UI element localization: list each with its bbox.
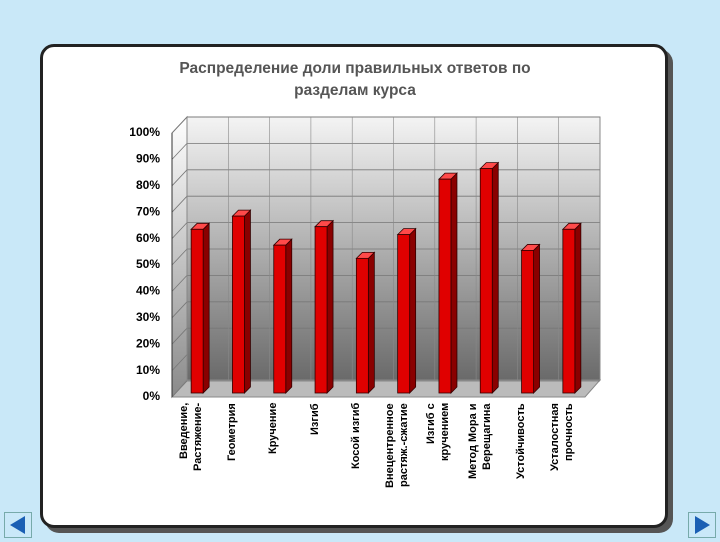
x-tick-label: Изгиб с кручением xyxy=(425,403,452,462)
y-tick-label: 10% xyxy=(136,363,160,377)
x-tick-label: Изгиб xyxy=(308,403,321,435)
bar-side xyxy=(326,219,334,394)
bar xyxy=(562,228,576,394)
bar xyxy=(438,178,452,394)
x-tick-label: Усталостная прочность xyxy=(549,403,576,471)
bar-side xyxy=(285,238,293,394)
bar xyxy=(397,234,411,394)
bar-side xyxy=(244,209,251,394)
chart-title: Распределение доли правильных ответов по… xyxy=(179,60,531,99)
y-tick-label: 90% xyxy=(136,152,160,166)
x-tick-label: Метод Мора и Верещагина xyxy=(466,403,493,479)
y-tick-label: 60% xyxy=(136,231,160,245)
bar xyxy=(232,215,245,394)
y-tick-label: 20% xyxy=(136,336,160,350)
bar-side xyxy=(409,227,417,394)
bar-side xyxy=(533,243,540,394)
x-tick-label: Кручение xyxy=(267,403,280,455)
prev-button[interactable] xyxy=(4,512,32,538)
bar-side xyxy=(491,161,499,394)
y-tick-label: 50% xyxy=(136,257,160,271)
bar-side xyxy=(367,251,375,394)
x-tick-label: Косой изгиб xyxy=(349,403,362,470)
x-tick-label: Геометрия xyxy=(225,403,238,461)
bar xyxy=(355,257,369,394)
y-tick-label: 80% xyxy=(136,178,160,192)
bar-side xyxy=(202,222,210,394)
bar xyxy=(273,244,287,394)
y-tick-label: 0% xyxy=(143,389,161,403)
y-tick-label: 100% xyxy=(129,125,160,139)
y-tick-label: 30% xyxy=(136,310,160,324)
next-button[interactable] xyxy=(688,512,716,538)
bar-side xyxy=(574,222,582,394)
x-tick-label: Внецентренное растяж.-сжатие xyxy=(384,403,411,488)
x-tick-label: Введение, Растяжение- xyxy=(177,403,204,472)
bar xyxy=(190,228,204,394)
bar xyxy=(314,226,328,394)
y-tick-label: 40% xyxy=(136,284,160,298)
bar-side xyxy=(450,172,458,394)
bar xyxy=(479,168,493,394)
y-tick-label: 70% xyxy=(136,204,160,218)
bar xyxy=(521,250,534,394)
x-tick-label: Устойчивость xyxy=(515,403,528,479)
